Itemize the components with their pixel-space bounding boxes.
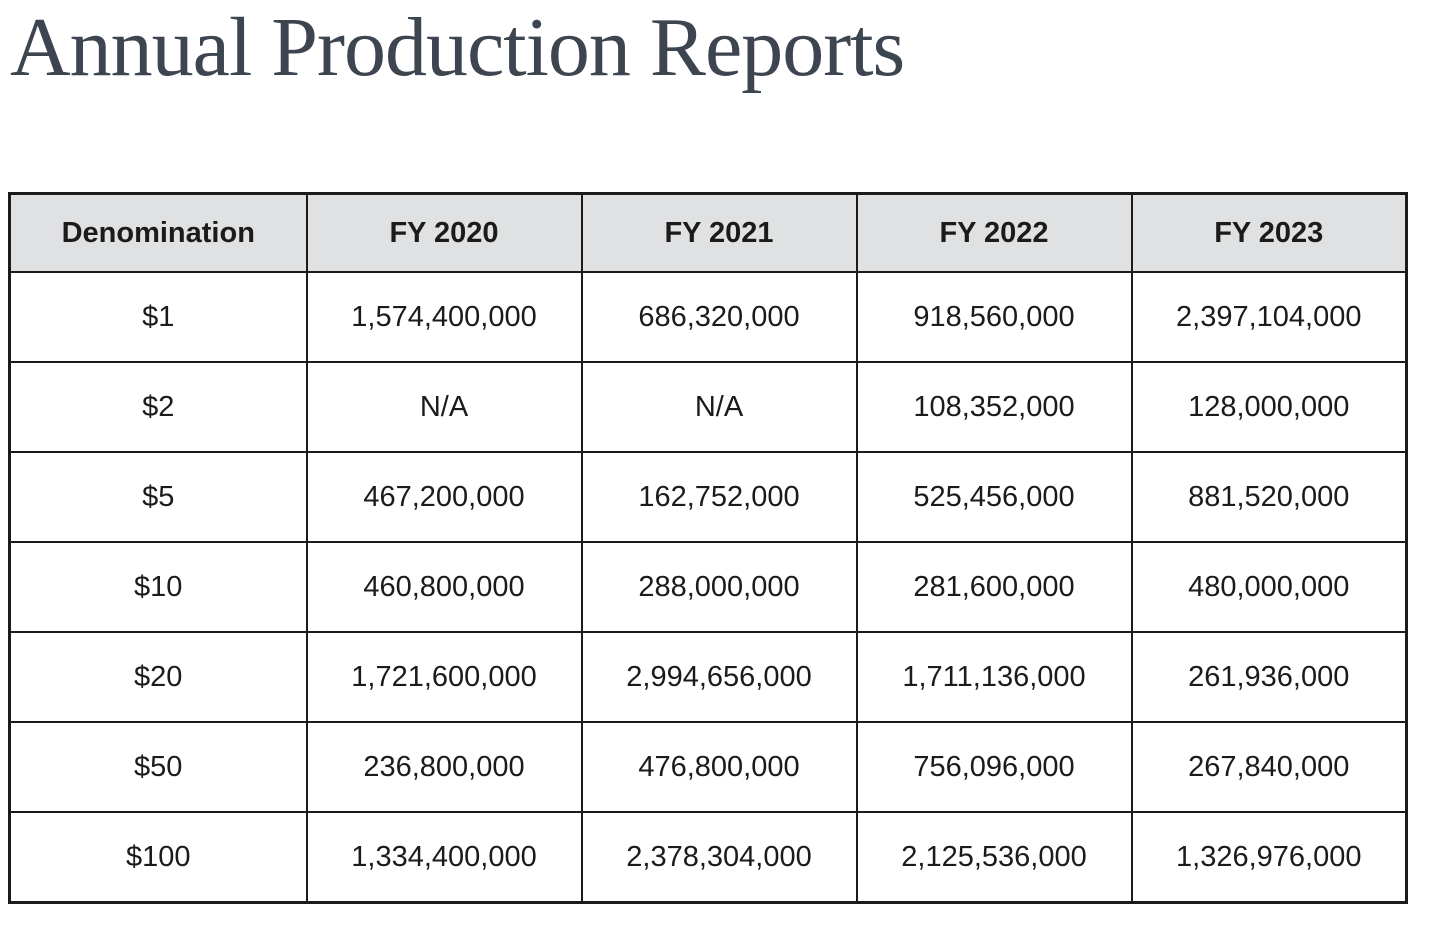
column-header-denomination: Denomination	[8, 192, 308, 273]
value-cell: 525,456,000	[855, 451, 1133, 543]
value-cell: 467,200,000	[305, 451, 583, 543]
value-cell: 476,800,000	[580, 721, 858, 813]
value-cell: 1,334,400,000	[305, 811, 583, 904]
value-cell: 2,994,656,000	[580, 631, 858, 723]
value-cell: 686,320,000	[580, 271, 858, 363]
table-header-row: Denomination FY 2020 FY 2021 FY 2022 FY …	[8, 192, 1408, 273]
value-cell: 1,711,136,000	[855, 631, 1133, 723]
value-cell: 881,520,000	[1130, 451, 1408, 543]
page-title: Annual Production Reports	[10, 1, 905, 94]
value-cell: N/A	[305, 361, 583, 453]
value-cell: 480,000,000	[1130, 541, 1408, 633]
value-cell: 267,840,000	[1130, 721, 1408, 813]
column-header-fy2022: FY 2022	[855, 192, 1133, 273]
value-cell: 162,752,000	[580, 451, 858, 543]
value-cell: 2,125,536,000	[855, 811, 1133, 904]
column-header-fy2021: FY 2021	[580, 192, 858, 273]
column-header-fy2023: FY 2023	[1130, 192, 1408, 273]
table-row: $50 236,800,000 476,800,000 756,096,000 …	[8, 721, 1408, 813]
table-row: $20 1,721,600,000 2,994,656,000 1,711,13…	[8, 631, 1408, 723]
denomination-cell: $100	[8, 811, 308, 904]
value-cell: 288,000,000	[580, 541, 858, 633]
value-cell: 108,352,000	[855, 361, 1133, 453]
denomination-cell: $1	[8, 271, 308, 363]
column-header-fy2020: FY 2020	[305, 192, 583, 273]
denomination-cell: $2	[8, 361, 308, 453]
value-cell: 918,560,000	[855, 271, 1133, 363]
value-cell: 2,397,104,000	[1130, 271, 1408, 363]
table-row: $2 N/A N/A 108,352,000 128,000,000	[8, 361, 1408, 453]
value-cell: 460,800,000	[305, 541, 583, 633]
table-row: $10 460,800,000 288,000,000 281,600,000 …	[8, 541, 1408, 633]
denomination-cell: $5	[8, 451, 308, 543]
denomination-cell: $10	[8, 541, 308, 633]
denomination-cell: $20	[8, 631, 308, 723]
value-cell: 236,800,000	[305, 721, 583, 813]
value-cell: 756,096,000	[855, 721, 1133, 813]
value-cell: 2,378,304,000	[580, 811, 858, 904]
value-cell: N/A	[580, 361, 858, 453]
value-cell: 1,574,400,000	[305, 271, 583, 363]
table-row: $100 1,334,400,000 2,378,304,000 2,125,5…	[8, 811, 1408, 904]
denomination-cell: $50	[8, 721, 308, 813]
value-cell: 1,721,600,000	[305, 631, 583, 723]
value-cell: 261,936,000	[1130, 631, 1408, 723]
annual-production-table: Denomination FY 2020 FY 2021 FY 2022 FY …	[8, 192, 1408, 904]
value-cell: 281,600,000	[855, 541, 1133, 633]
value-cell: 128,000,000	[1130, 361, 1408, 453]
table-row: $5 467,200,000 162,752,000 525,456,000 8…	[8, 451, 1408, 543]
value-cell: 1,326,976,000	[1130, 811, 1408, 904]
table-row: $1 1,574,400,000 686,320,000 918,560,000…	[8, 271, 1408, 363]
